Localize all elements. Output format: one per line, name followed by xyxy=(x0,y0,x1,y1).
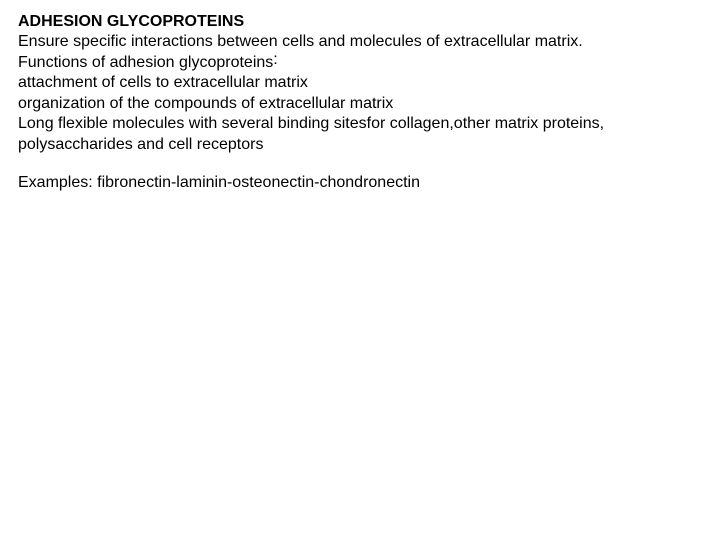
body-line-1: Ensure specific interactions between cel… xyxy=(18,32,702,52)
paragraph-gap xyxy=(18,155,702,173)
body-line-2: Functions of adhesion glycoproteins˸ xyxy=(18,53,702,73)
body-line-4: organization of the compounds of extrace… xyxy=(18,94,702,114)
slide-body: ADHESION GLYCOPROTEINS Ensure specific i… xyxy=(0,0,720,540)
body-line-5: Long flexible molecules with several bin… xyxy=(18,114,702,134)
body-line-6: polysaccharides and cell receptors xyxy=(18,135,702,155)
slide-title: ADHESION GLYCOPROTEINS xyxy=(18,12,702,32)
body-line-7: Examples: fibronectin-laminin-osteonecti… xyxy=(18,173,702,193)
body-line-3: attachment of cells to extracellular mat… xyxy=(18,73,702,93)
